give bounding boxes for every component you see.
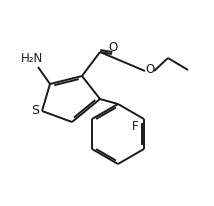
Text: S: S [31, 103, 39, 117]
Text: O: O [108, 41, 118, 54]
Text: H₂N: H₂N [21, 52, 43, 64]
Text: F: F [132, 121, 138, 133]
Text: O: O [145, 62, 155, 76]
